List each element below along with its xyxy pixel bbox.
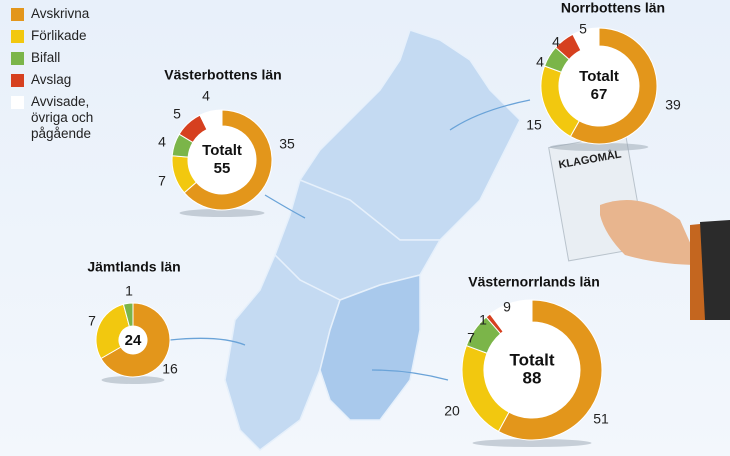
- value-label: 1: [479, 312, 487, 328]
- map-jamtland: [224, 253, 341, 451]
- legend-swatch: [11, 8, 24, 21]
- legend-label: Bifall: [31, 50, 61, 65]
- shadow: [472, 439, 592, 447]
- donut-hole: [119, 326, 147, 354]
- map-vasternorrland: [319, 274, 421, 421]
- value-label: 20: [444, 403, 460, 419]
- arrow: [371, 369, 449, 381]
- value-label: 5: [173, 106, 181, 122]
- legend-swatch: [11, 96, 24, 109]
- legend-label: Avslag: [31, 72, 72, 87]
- value-label: 1: [125, 283, 133, 299]
- arrow: [169, 337, 246, 346]
- value-label: 4: [202, 88, 210, 104]
- total: 67: [591, 86, 608, 103]
- shadow: [549, 143, 649, 151]
- legend-swatch: [11, 30, 24, 43]
- arrow: [449, 99, 531, 131]
- value-label: 4: [536, 54, 544, 70]
- legend-label: Förlikade: [31, 28, 87, 43]
- chart-title: Västernorrlands län: [468, 274, 600, 290]
- value-label: 39: [665, 97, 681, 113]
- chart-title: Norrbottens län: [561, 0, 665, 16]
- value-label: 51: [593, 411, 609, 427]
- value-label: 7: [158, 173, 166, 189]
- center-label: Totalt: [202, 142, 242, 159]
- total: 88: [523, 368, 542, 387]
- value-label: 7: [88, 313, 96, 329]
- value-label: 4: [552, 34, 560, 50]
- chart-title: Västerbottens län: [164, 67, 281, 83]
- donut-hole: [188, 126, 256, 194]
- sleeve-dark: [700, 220, 730, 320]
- legend-swatch: [11, 74, 24, 87]
- value-label: 16: [162, 361, 178, 377]
- donut-hole: [484, 322, 580, 418]
- arrows: [169, 99, 531, 381]
- value-label: 15: [526, 117, 542, 133]
- shadow: [179, 209, 265, 217]
- value-label: 9: [503, 299, 511, 315]
- value-label: 35: [279, 136, 295, 152]
- arrow: [264, 194, 306, 219]
- hand: [600, 200, 700, 265]
- legend-swatch: [11, 52, 24, 65]
- hand-illustration: KLAGOMÅL: [548, 133, 730, 320]
- chart-title: Jämtlands län: [87, 259, 180, 275]
- value-label: 5: [579, 21, 587, 37]
- value-label: 7: [467, 330, 475, 346]
- total: 55: [214, 160, 231, 177]
- legend-label: Avskrivna: [31, 6, 90, 21]
- total: 24: [125, 332, 142, 349]
- center-label: Totalt: [579, 68, 619, 85]
- center-label: Totalt: [509, 350, 554, 369]
- value-label: 4: [158, 134, 166, 150]
- map: [224, 29, 521, 451]
- shadow: [101, 376, 165, 384]
- donut-hole: [559, 46, 639, 126]
- legend-label: Avvisade, övriga och pågående: [31, 94, 94, 141]
